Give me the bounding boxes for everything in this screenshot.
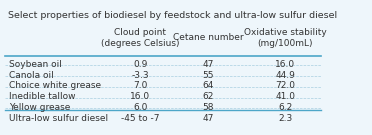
Text: -45 to -7: -45 to -7 (121, 114, 159, 123)
Text: Cloud point
(degrees Celsius): Cloud point (degrees Celsius) (101, 28, 179, 48)
Text: Cetane number: Cetane number (173, 33, 243, 42)
Text: 47: 47 (202, 60, 214, 69)
Text: Canola oil: Canola oil (9, 70, 54, 80)
Text: 0.9: 0.9 (133, 60, 147, 69)
Text: 72.0: 72.0 (275, 81, 295, 90)
Text: 58: 58 (202, 103, 214, 112)
Text: 16.0: 16.0 (275, 60, 295, 69)
Text: 62: 62 (202, 92, 214, 101)
Text: 2.3: 2.3 (278, 114, 292, 123)
Text: 6.0: 6.0 (133, 103, 147, 112)
Text: Select properties of biodiesel by feedstock and ultra-low sulfur diesel: Select properties of biodiesel by feedst… (8, 11, 337, 20)
Text: Soybean oil: Soybean oil (9, 60, 62, 69)
Text: Ultra-low sulfur diesel: Ultra-low sulfur diesel (9, 114, 109, 123)
Text: 6.2: 6.2 (278, 103, 292, 112)
Text: 7.0: 7.0 (133, 81, 147, 90)
Text: Yellow grease: Yellow grease (9, 103, 71, 112)
Text: 64: 64 (202, 81, 214, 90)
Text: Oxidative stability
(mg/100mL): Oxidative stability (mg/100mL) (244, 28, 327, 48)
Text: 16.0: 16.0 (130, 92, 150, 101)
Text: 41.0: 41.0 (275, 92, 295, 101)
Text: -3.3: -3.3 (131, 70, 149, 80)
Text: Inedible tallow: Inedible tallow (9, 92, 76, 101)
Text: Choice white grease: Choice white grease (9, 81, 102, 90)
Text: 55: 55 (202, 70, 214, 80)
Text: 47: 47 (202, 114, 214, 123)
Text: 44.9: 44.9 (275, 70, 295, 80)
